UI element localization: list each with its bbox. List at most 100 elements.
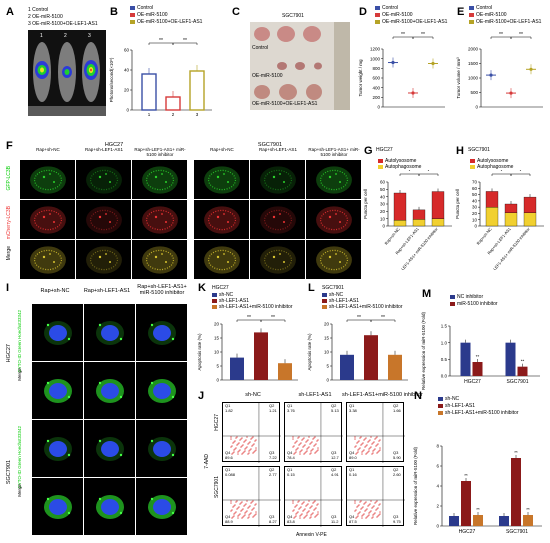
panel-g-bar-autophagosome [431,218,445,227]
panel-h-bar-autolysosome [523,196,537,213]
panel-b-sig-label: ** [183,38,187,44]
fluorescence-micrograph [194,200,249,239]
panel-l-ytick-label: 15 [324,336,330,341]
panel-n-bar-sig: ** [526,507,530,512]
panel-f-col-label: Rap+sh-LEF1-AS1+ miR-5100 inhibitor [308,147,360,157]
panel-n-bar [499,516,509,526]
panel-l-sig-label: ** [357,315,361,321]
quadrant-label: Q4 78.4 [287,450,295,460]
panel-n-label: N [414,390,422,402]
panel-h-ytick-label: 30 [472,205,478,210]
panel-i-col-2: Rap+sh-LEF1-AS1 [83,288,131,294]
panel-g-ylabel: Puncta per cell [363,189,368,219]
panel-e-legend-control: Control [469,5,492,11]
panel-g-title: HGC27 [376,147,393,153]
cyto-id-micrograph [32,304,83,361]
panel-j-xlabel: Annexin V-PE [296,532,327,538]
panel-k-ytick-label: 5 [216,364,219,369]
panel-e-label: E [457,6,465,18]
panel-f-group-hgc27: HGC27 [104,142,124,148]
panel-m-bar [460,342,471,376]
quadrant-label: Q2 1.66 [393,403,401,413]
fluorescence-micrograph [306,240,361,279]
panel-k-ytick-label: 0 [216,378,219,383]
panel-k-sig-label: ** [247,315,251,321]
fluorescence-micrograph [132,200,187,239]
panel-n-bar [461,481,471,526]
panel-n-ytick-label: 2 [436,504,439,509]
quadrant-label: Q2 1.21 [269,403,277,413]
mouse-num-3: 3 [88,33,91,39]
panel-l-sig-label: ** [381,315,385,321]
panel-g-legend-autolysosome: Autolysosome [378,158,416,164]
panel-m-ytick-label: 0.5 [441,357,448,362]
tumor-row-oe2: OE-miR-5100+OE-LEF1-AS1 [252,101,318,107]
panel-a: A 1 Control 2 OE-miR-5100 3 OE-miR-5100+… [0,0,106,120]
panel-e-point [509,91,513,95]
panel-n-ylabel: Relative expression of miR-5100 (Fold) [413,446,418,525]
panel-e-ytick-label: 0 [475,105,478,110]
panel-g-sig-label: * [428,170,430,175]
flow-cytometry-plot: Q1 0.16 Q2 2.60 Q4 87.5 Q3 9.75 [346,466,405,527]
quadrant-label: Q4 83.8 [287,514,295,524]
cyto-id-micrograph [84,420,135,477]
panel-g-ytick-label: 50 [380,187,386,192]
quadrant-label: Q1 0.16 [349,467,357,477]
panel-i-row-label: CYTO-ID Green Hoechst33342 [17,310,22,373]
panel-d-point [411,91,415,95]
panel-f: F HGC27 SGC7901 Rap+sh-NC Rap+sh-LEF1-AS1… [0,140,362,279]
panel-m-ytick-label: 0.0 [441,374,448,379]
panel-m: M NC inhibitor miR-5100 inhibitor 0.0 0.5… [420,288,550,390]
panel-l-sig-bracket [370,319,396,322]
panel-g-ytick-label: 0 [382,224,385,229]
panel-m-bar [472,362,483,376]
panel-e-ytick-label: 2000 [468,47,479,52]
fluorescence-micrograph [76,240,131,279]
panel-h-bar-autophagosome [523,212,537,227]
fluorescence-micrograph [194,160,249,199]
panel-b-legend-oe: OE-miR-5100 [130,12,168,18]
panel-e-point [489,73,493,77]
panel-i-label: I [6,282,10,294]
panel-e-sig-label: ** [519,32,523,38]
panel-h-bar-autolysosome [504,203,518,213]
panel-h-legend-autophagosome: Autophagosome [470,164,513,170]
panel-n-ytick-label: 8 [436,444,439,449]
panel-h-legend-autolysosome: Autolysosome [470,158,508,164]
cyto-id-micrograph [84,362,135,419]
panel-b-ytick-label: 0 [126,108,129,113]
panel-i-row-label: CYTO-ID Green Hoechst33342 [17,426,22,489]
panel-l-title: SGC7901 [322,285,344,291]
panel-d-sig-label: ** [421,32,425,38]
panel-h-ytick-label: 50 [472,192,478,197]
fluorescence-micrograph [20,240,75,279]
flow-cytometry-plot: Q1 0.088 Q2 2.77 Q4 88.9 Q3 8.27 [222,466,281,527]
panel-l: L SGC7901 sh-NC sh-LEF1-AS1 sh-LEF1-AS1+… [306,282,418,387]
panel-k-legend-3: sh-LEF1-AS1+miR-5100 inhibitor [212,304,293,310]
quadrant-label: Q4 88.9 [225,514,233,524]
quadrant-label: Q2 5.13 [331,403,339,413]
panel-m-ylabel: Relative expression of miR-5100 (Fold) [421,311,426,390]
panel-i: I Rap+sh-NC Rap+sh-LEF1-AS1 Rap+sh-LEF1-… [0,282,193,543]
quadrant-label: Q4 89.6 [225,450,233,460]
panel-j-row-hgc27: HGC27 [214,414,220,431]
panel-m-bar-sig: ** [476,354,480,359]
panel-m-ytick-label: 1.0 [441,340,448,345]
panel-d-point [431,61,435,66]
panel-e-ytick-label: 1500 [468,61,479,66]
panel-e: E Control OE-miR-5100 OE-miR-5100+OE-LEF… [455,0,550,120]
panel-b-bar [165,96,181,111]
panel-k-sig-label: ** [271,315,275,321]
panel-b-legend-oe2: OE-miR-5100+OE-LEF1-AS1 [130,19,202,25]
panel-g-sig-label: * [409,170,411,175]
panel-d-sig-label: ** [401,32,405,38]
fluorescence-micrograph [250,240,305,279]
panel-j-col-3: sh-LEF1-AS1+miR-5100 inhibitor [342,392,423,398]
panel-m-bar-sig: ** [521,359,525,364]
panel-b-bar [141,73,157,111]
panel-m-label: M [422,288,432,300]
quadrant-label: Q3 5.90 [393,450,401,460]
panel-d-legend-oe: OE-miR-5100 [375,12,413,18]
fluorescence-micrograph [132,160,187,199]
panel-f-col-label: Rap+sh-NC [210,147,234,152]
